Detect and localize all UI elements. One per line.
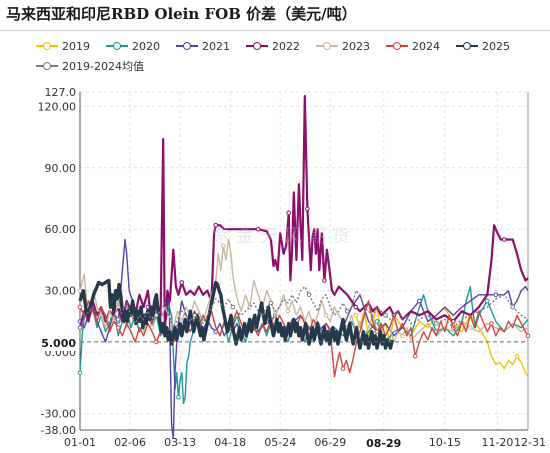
series-point: [514, 353, 520, 359]
legend-row-2: 2019-2024均值: [36, 56, 536, 76]
series-point: [306, 292, 312, 298]
series-line-2: [79, 285, 529, 405]
series-point: [353, 312, 359, 318]
series-lines: [77, 95, 531, 439]
series-point: [510, 304, 516, 310]
legend-swatch: [246, 41, 268, 51]
x-tick-label: 01-01: [64, 436, 96, 449]
title-divider: [0, 30, 550, 31]
y-tick-label: 90.00: [45, 162, 77, 175]
series-point: [489, 321, 494, 326]
legend-item-8[interactable]: 2019-2024均值: [36, 58, 144, 74]
legend-item-2[interactable]: 2020: [106, 40, 160, 53]
pointer-x-box: [359, 433, 408, 451]
legend-swatch: [316, 41, 338, 51]
legend-label: 2024: [412, 39, 440, 53]
series-point: [501, 237, 507, 242]
chart-title: 马来西亚和印尼RBD Olein FOB 价差（美元/吨）: [6, 5, 357, 23]
legend-item-6[interactable]: 2024: [386, 40, 440, 53]
series-point: [344, 308, 350, 314]
series-point: [77, 304, 83, 310]
series-point: [305, 206, 310, 212]
series-point: [221, 243, 226, 248]
series-point: [230, 304, 236, 310]
series-point: [154, 312, 159, 318]
series-point: [323, 312, 329, 318]
series-point: [412, 353, 418, 359]
x-tick-label: 05-24: [264, 436, 296, 449]
series-point: [484, 298, 490, 304]
legend-label: 2021: [202, 39, 230, 53]
series-point: [192, 312, 197, 318]
tick-labels: 127.0120.0090.0060.0030.000.000-30.00-38…: [38, 86, 547, 449]
legend-swatch: [456, 41, 478, 51]
series-point: [77, 325, 83, 330]
series-point: [255, 226, 261, 232]
series-line-3: [79, 238, 529, 439]
legend-item-1[interactable]: 2019: [36, 40, 90, 53]
legend-label: 2023: [342, 39, 370, 53]
legend-swatch: [176, 41, 198, 51]
series-line-8: [79, 285, 529, 329]
series-point: [213, 222, 219, 228]
series-point: [374, 329, 380, 334]
legend-swatch: [36, 61, 58, 71]
x-tick-label: 02-06: [114, 436, 146, 449]
series-point: [268, 300, 274, 306]
series-line-7: [78, 278, 394, 350]
series-point: [525, 333, 531, 339]
x-tick-label: 10-15: [429, 436, 461, 449]
series-point: [77, 370, 83, 375]
legend-row-1: 2019 2020 2021 2022 2023 2024 2025: [36, 36, 536, 56]
x-tick-label: 04-18: [214, 436, 246, 449]
watermark-text: 紫金天风期货: [212, 226, 356, 247]
series-point: [383, 312, 388, 318]
series-point: [340, 366, 346, 371]
crosshair-pointer: 5.000 08-29: [1, 332, 528, 451]
pointer-x-label: 08-29: [366, 437, 401, 450]
legend-item-5[interactable]: 2023: [316, 40, 370, 53]
y-tick-label: 127.0: [45, 86, 77, 99]
y-tick-label: 60.00: [45, 223, 77, 236]
y-tick-label: 30.00: [45, 285, 77, 298]
series-point: [285, 308, 291, 314]
legend-label: 2019-2024均值: [62, 60, 144, 73]
series-line-4: [78, 95, 529, 333]
series-point: [286, 210, 292, 216]
series-point: [179, 280, 185, 285]
series-point: [493, 292, 499, 298]
x-tick-label: 03-13: [164, 436, 196, 449]
series-point: [400, 333, 405, 339]
series-point: [374, 319, 380, 324]
series-point: [176, 394, 181, 400]
pointer-y-label: 5.000: [41, 337, 76, 350]
pointer-y-box: [1, 332, 79, 351]
x-tick-label: 12-31: [514, 436, 546, 449]
legend-item-4[interactable]: 2022: [246, 40, 300, 53]
y-tick-label: -38.00: [41, 424, 76, 437]
chart-legend: 2019 2020 2021 2022 2023 2024 2025 2019-2024均值: [36, 36, 536, 76]
series-point: [417, 298, 422, 304]
series-point: [353, 304, 359, 310]
legend-item-7[interactable]: 2025: [456, 40, 510, 53]
series-point: [434, 321, 439, 326]
legend-swatch: [386, 41, 408, 51]
y-tick-label: 120.00: [38, 100, 77, 113]
legend-label: 2020: [132, 39, 160, 53]
legend-item-3[interactable]: 2021: [176, 40, 230, 53]
legend-swatch: [106, 41, 128, 51]
series-point: [115, 317, 121, 322]
x-tick-label: 06-29: [314, 436, 346, 449]
legend-label: 2025: [482, 39, 510, 53]
series-point: [322, 278, 327, 283]
series-point: [115, 325, 121, 330]
legend-label: 2022: [272, 39, 300, 53]
series-point: [468, 325, 473, 330]
legend-swatch: [36, 41, 58, 51]
y-tick-label: -30.00: [41, 408, 76, 421]
x-tick-label: 11-20: [481, 436, 513, 449]
legend-label: 2019: [62, 39, 90, 53]
